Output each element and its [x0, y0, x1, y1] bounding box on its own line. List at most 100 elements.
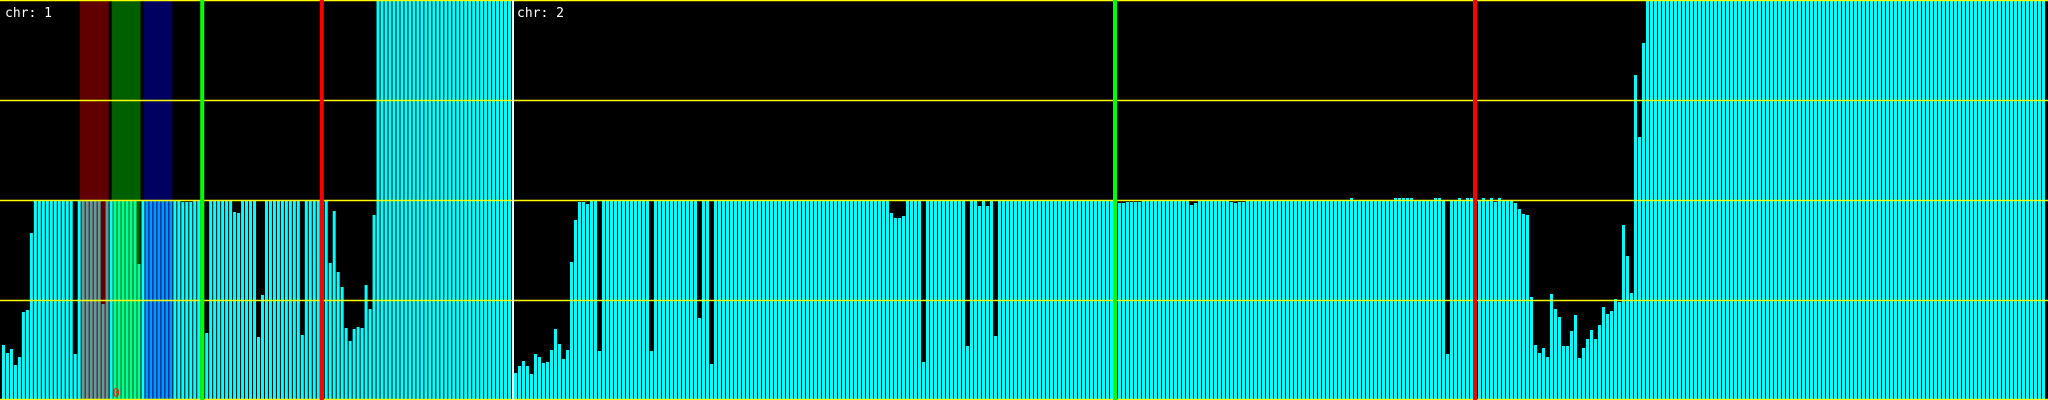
bar	[257, 337, 260, 400]
bar	[1406, 198, 1409, 400]
bar	[1402, 198, 1405, 400]
bar	[650, 351, 653, 400]
bar	[1446, 354, 1449, 400]
bar	[534, 354, 537, 400]
bar	[1590, 330, 1593, 400]
bar	[1630, 293, 1633, 400]
bar	[1194, 203, 1197, 400]
bar	[1634, 75, 1637, 400]
bar	[1470, 198, 1473, 400]
bar	[1558, 317, 1561, 400]
annotation-label: 0	[113, 386, 120, 400]
bar	[352, 329, 356, 400]
bar	[1526, 215, 1529, 400]
bar	[1522, 214, 1525, 400]
bar	[1586, 339, 1589, 400]
bar	[698, 318, 701, 400]
bar	[137, 264, 141, 400]
bar	[514, 373, 517, 400]
bar	[73, 354, 77, 400]
bar	[522, 361, 525, 400]
bar	[1594, 339, 1597, 400]
bar	[1562, 346, 1565, 400]
bar	[1566, 346, 1569, 400]
bar	[21, 312, 25, 400]
bar	[1458, 198, 1461, 400]
bar	[558, 344, 561, 400]
bar	[348, 341, 352, 400]
bar	[1610, 311, 1613, 400]
bar	[1514, 203, 1517, 400]
bar	[1482, 198, 1485, 400]
red-line-marker	[319, 0, 324, 400]
bar	[368, 309, 372, 400]
bar	[13, 365, 17, 400]
bar	[1614, 299, 1617, 400]
bar	[1498, 198, 1501, 400]
chr-2-label: chr: 2	[517, 6, 564, 21]
bar	[570, 262, 573, 400]
bar	[1490, 198, 1493, 400]
bar	[902, 216, 905, 400]
bar	[1622, 225, 1625, 400]
chromosome-separator	[512, 0, 514, 400]
bar	[566, 350, 569, 400]
bar	[1538, 353, 1541, 400]
bar	[530, 374, 533, 400]
bar	[205, 333, 209, 400]
bar	[550, 350, 553, 400]
bar	[101, 304, 105, 400]
bar	[898, 218, 901, 400]
bar	[344, 328, 348, 400]
bar	[1606, 314, 1609, 400]
bar	[994, 336, 997, 400]
bar	[25, 310, 29, 400]
bar	[1234, 203, 1237, 400]
position-markers	[200, 0, 1477, 400]
bar	[1518, 209, 1521, 400]
red-line-marker	[1473, 0, 1477, 400]
bar	[526, 366, 529, 400]
bar	[1394, 198, 1397, 400]
bar	[328, 263, 332, 400]
bar	[1570, 331, 1573, 400]
bar	[1466, 198, 1469, 400]
bar	[356, 327, 360, 400]
bar	[1550, 294, 1553, 400]
bar	[1122, 203, 1125, 400]
bar	[894, 218, 897, 400]
bar	[360, 328, 364, 400]
green-line-marker	[200, 0, 205, 400]
bar	[1578, 358, 1581, 400]
green-line-marker	[1113, 0, 1117, 400]
bar	[1554, 309, 1557, 400]
bar	[542, 363, 545, 400]
annotations: 0	[113, 386, 120, 400]
bar	[978, 206, 981, 400]
bar	[1410, 198, 1413, 400]
bar	[364, 285, 368, 400]
bar	[554, 329, 557, 400]
bar	[710, 364, 713, 400]
bar	[1638, 137, 1641, 400]
bar	[5, 353, 9, 400]
bar	[986, 206, 989, 400]
bar	[332, 211, 336, 400]
bar	[1642, 43, 1645, 400]
bar	[17, 357, 21, 400]
bar	[1434, 198, 1437, 400]
bar	[1546, 357, 1549, 400]
bar	[574, 220, 577, 400]
bar	[233, 212, 237, 400]
bar	[1190, 205, 1193, 400]
bar	[518, 366, 521, 400]
bar	[562, 359, 565, 400]
bar	[922, 362, 925, 400]
bar	[1350, 198, 1353, 400]
bar	[1530, 297, 1533, 400]
bar	[2, 345, 5, 400]
bar	[237, 213, 241, 400]
bar	[9, 349, 13, 400]
bar	[1626, 256, 1629, 400]
